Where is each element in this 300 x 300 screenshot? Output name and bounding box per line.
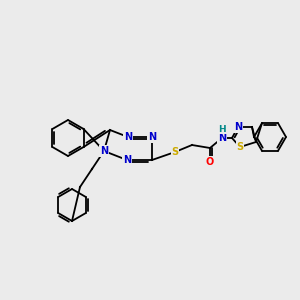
Text: N: N (124, 132, 132, 142)
Text: N: N (218, 133, 226, 143)
Text: H: H (218, 124, 226, 134)
Text: O: O (206, 157, 214, 167)
Text: S: S (171, 147, 178, 157)
Text: N: N (100, 146, 108, 156)
Text: N: N (123, 155, 131, 165)
Text: S: S (236, 142, 244, 152)
Text: N: N (234, 122, 242, 132)
Text: N: N (148, 132, 156, 142)
